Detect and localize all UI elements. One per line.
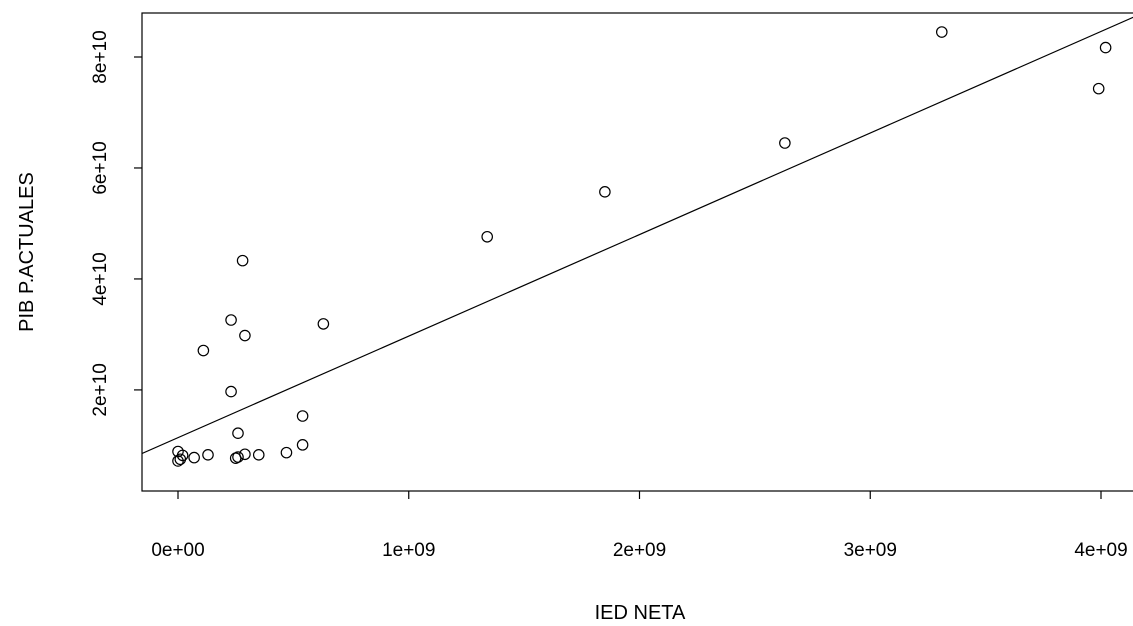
data-point — [202, 449, 214, 461]
data-point — [225, 314, 237, 326]
x-tick-label: 3e+09 — [844, 540, 897, 561]
data-point — [252, 449, 265, 461]
data-point — [280, 446, 293, 459]
data-point — [239, 329, 251, 342]
data-point — [1092, 82, 1105, 95]
data-point — [197, 344, 210, 357]
x-tick-label: 0e+00 — [151, 540, 204, 561]
data-point — [188, 451, 200, 464]
data-point — [172, 445, 184, 458]
data-point — [296, 410, 309, 422]
plot-frame — [141, 12, 1133, 492]
x-axis: 0e+00 1e+09 2e+09 3e+09 4e+09 — [151, 491, 1128, 561]
x-tick-label: 2e+09 — [613, 540, 666, 561]
data-point — [1099, 41, 1112, 54]
y-tick-label: 6e+10 — [90, 141, 111, 194]
data-points — [172, 26, 1112, 467]
y-tick-label: 4e+10 — [90, 252, 111, 305]
y-axis-label: PIB P.ACTUALES — [16, 172, 38, 332]
y-tick-label: 2e+10 — [90, 363, 111, 416]
data-point — [296, 439, 309, 451]
data-point — [172, 455, 184, 467]
data-point — [174, 453, 187, 466]
regression-line — [142, 16, 1133, 455]
y-axis: 2e+10 4e+10 6e+10 8e+10 — [90, 30, 142, 417]
y-tick-label: 8e+10 — [90, 30, 111, 83]
data-point — [935, 26, 948, 38]
x-tick-label: 4e+09 — [1074, 540, 1127, 561]
data-point — [779, 137, 791, 149]
x-axis-label: IED NETA — [595, 602, 686, 624]
data-point — [481, 230, 494, 243]
data-point — [229, 452, 242, 464]
data-point — [599, 186, 611, 198]
data-point — [225, 385, 237, 398]
x-tick-label: 1e+09 — [382, 540, 435, 561]
data-point — [236, 254, 249, 267]
data-point — [232, 427, 244, 439]
data-point — [317, 318, 330, 330]
